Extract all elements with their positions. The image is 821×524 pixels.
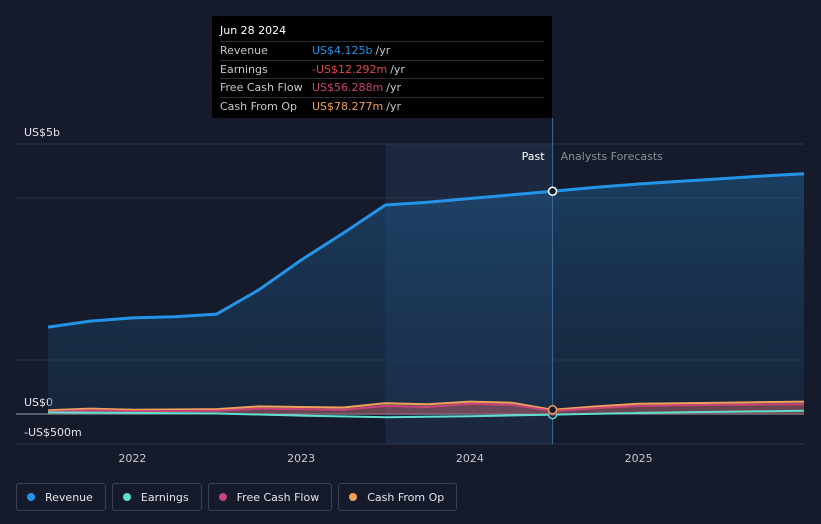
y-tick-label: US$5b — [24, 126, 60, 139]
legend-label: Revenue — [45, 490, 93, 504]
tooltip-row-free-cash-flow: Free Cash Flow US$56.288m /yr — [220, 78, 544, 97]
legend-item-cash-from-op[interactable]: Cash From Op — [338, 483, 458, 511]
forecast-label: Analysts Forecasts — [561, 150, 664, 163]
x-tick-label: 2022 — [118, 452, 146, 465]
x-tick-label: 2024 — [456, 452, 484, 465]
past-label: Past — [522, 150, 546, 163]
tooltip-date: Jun 28 2024 — [220, 24, 287, 37]
legend-item-revenue[interactable]: Revenue — [16, 483, 106, 511]
tooltip-label: Earnings — [220, 62, 268, 76]
tooltip-value: US$78.277m — [312, 99, 384, 113]
x-tick-label: 2025 — [625, 452, 653, 465]
series-line-cash-from-op — [47, 400, 805, 412]
chart: US$5b US$0 -US$500m 2022 2023 2024 2025 Past Ana… — [16, 118, 805, 465]
tooltip-value: US$56.288m — [312, 81, 384, 94]
tooltip-value: -US$12.292m — [312, 62, 388, 76]
legend-dot-icon — [349, 493, 358, 501]
tooltip-row-revenue: Revenue US$4.125b /yr — [220, 41, 544, 60]
series-line-revenue — [47, 172, 805, 329]
series-line-earnings — [47, 409, 805, 419]
tooltip-row-earnings: Earnings -US$12.292m /yr — [220, 59, 544, 79]
legend: Revenue Earnings Free Cash Flow Cash Fro… — [16, 483, 458, 511]
tooltip-unit: /yr — [375, 44, 391, 57]
series-area-free-cash-flow — [48, 403, 804, 414]
tooltip-unit: /yr — [386, 81, 401, 94]
legend-label: Earnings — [140, 490, 189, 504]
legend-label: Free Cash Flow — [236, 490, 320, 504]
legend-dot-icon — [27, 493, 35, 501]
legend-dot-icon — [122, 493, 131, 501]
tooltip-label: Free Cash Flow — [220, 81, 303, 94]
tooltip-unit: /yr — [386, 99, 401, 113]
legend-item-free-cash-flow[interactable]: Free Cash Flow — [207, 483, 333, 511]
y-tick-label: -US$500m — [24, 426, 82, 439]
tooltip-value: US$4.125b — [312, 44, 373, 57]
marker-revenue — [547, 186, 558, 196]
series-line-free-cash-flow — [47, 402, 805, 413]
tooltip-row-cash-from-op: Cash From Op US$78.277m /yr — [220, 96, 544, 116]
tooltip-label: Revenue — [220, 44, 268, 57]
legend-label: Cash From Op — [367, 490, 445, 504]
marker-cash-from-op — [547, 405, 558, 415]
tooltip: Jun 28 2024 Revenue US$4.125b /yr Earnin… — [212, 16, 552, 118]
legend-item-earnings[interactable]: Earnings — [111, 483, 202, 511]
legend-dot-icon — [218, 493, 227, 501]
y-tick-label: US$0 — [24, 396, 53, 409]
tooltip-label: Cash From Op — [220, 99, 298, 113]
x-tick-label: 2023 — [287, 452, 315, 465]
tooltip-unit: /yr — [390, 62, 405, 76]
revenue-area — [48, 173, 804, 414]
